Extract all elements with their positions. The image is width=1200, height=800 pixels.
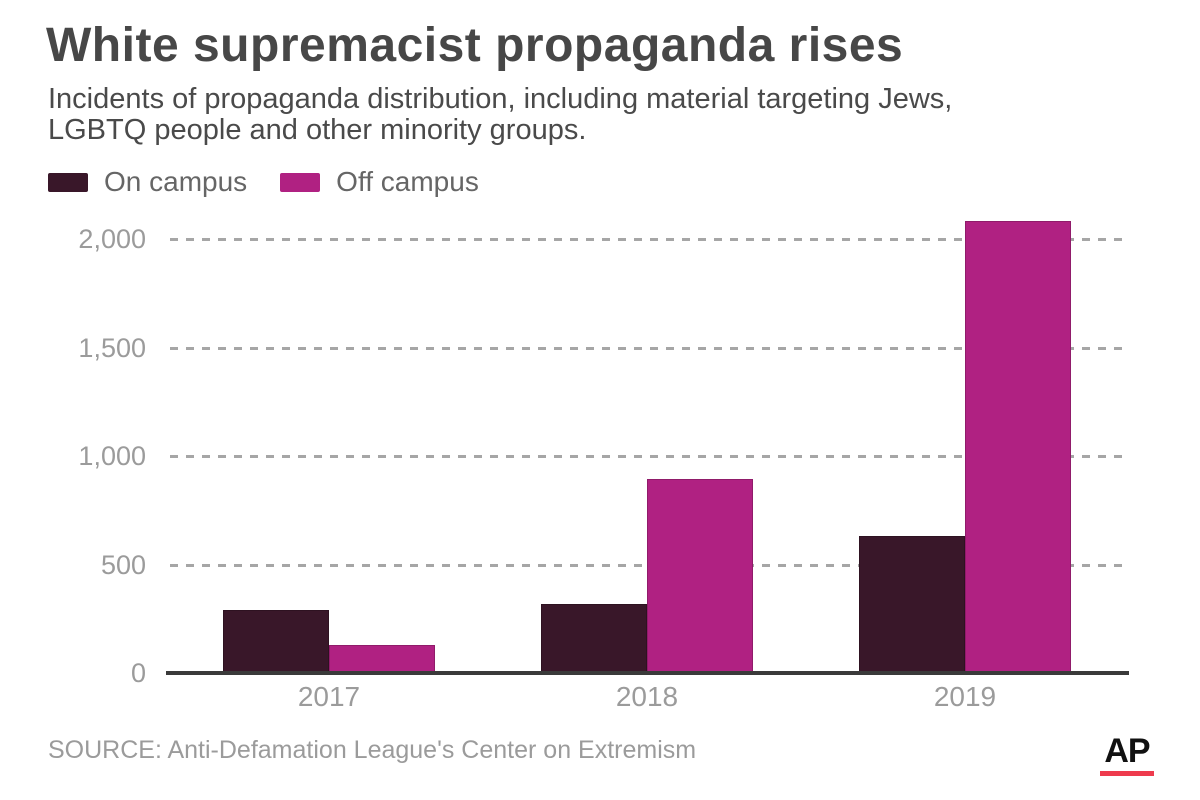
x-tick-label-2018: 2018 — [615, 681, 679, 712]
bar-off-campus-2017 — [329, 645, 435, 673]
chart-subtitle: Incidents of propaganda distribution, in… — [48, 84, 952, 146]
bar-on-campus-2019 — [859, 536, 965, 673]
legend-item-on-campus: On campus — [48, 166, 247, 198]
x-tick-label-2017: 2017 — [297, 681, 361, 712]
bar-off-campus-2019 — [965, 221, 1071, 673]
legend-label-off-campus: Off campus — [336, 166, 479, 197]
gridline-2000 — [170, 238, 1127, 241]
source-attribution: SOURCE: Anti-Defamation League's Center … — [48, 736, 697, 764]
ap-logo: AP — [1098, 734, 1156, 776]
ap-logo-text: AP — [1104, 732, 1150, 770]
gridline-1500 — [170, 347, 1127, 350]
bar-off-campus-2018 — [647, 479, 753, 673]
y-tick-label-1500: 1,500 — [78, 333, 146, 363]
gridline-1000 — [170, 455, 1127, 458]
bar-on-campus-2018 — [541, 604, 647, 673]
x-axis-line — [166, 671, 1129, 675]
bar-on-campus-2017 — [223, 610, 329, 673]
chart-subtitle-line1: Incidents of propaganda distribution, in… — [48, 83, 953, 115]
legend-label-on-campus: On campus — [104, 166, 248, 197]
legend-swatch-on-campus — [48, 172, 88, 192]
y-tick-label-1000: 1,000 — [78, 441, 146, 471]
legend-swatch-off-campus — [280, 172, 321, 192]
y-tick-label-0: 0 — [130, 658, 146, 688]
ap-logo-underline — [1100, 771, 1154, 776]
chart-title: White supremacist propaganda rises — [46, 19, 904, 72]
legend-item-off-campus: Off campus — [280, 166, 479, 198]
y-tick-label-2000: 2,000 — [78, 224, 146, 254]
chart-subtitle-line2: LGBTQ people and other minority groups. — [48, 114, 587, 146]
chart-legend: On campus Off campus — [48, 166, 512, 198]
y-tick-label-500: 500 — [100, 550, 146, 580]
x-tick-label-2019: 2019 — [933, 681, 997, 712]
